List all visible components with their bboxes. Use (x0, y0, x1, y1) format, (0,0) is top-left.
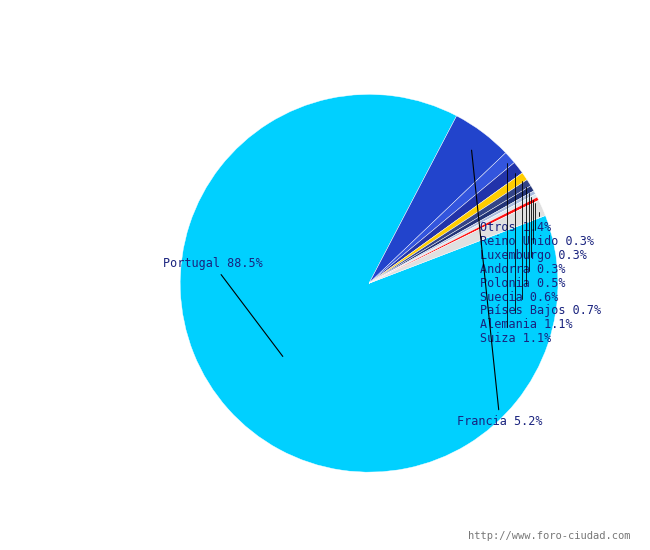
Wedge shape (369, 186, 534, 283)
Wedge shape (369, 200, 545, 283)
Wedge shape (369, 163, 523, 283)
Text: Reino Unido 0.3%: Reino Unido 0.3% (480, 203, 594, 248)
Wedge shape (369, 153, 514, 283)
Text: Suiza 1.1%: Suiza 1.1% (480, 163, 551, 345)
Wedge shape (369, 116, 506, 283)
Wedge shape (369, 180, 531, 283)
Wedge shape (369, 191, 536, 283)
Text: Otros 1.4%: Otros 1.4% (480, 212, 551, 234)
Text: Portugal 88.5%: Portugal 88.5% (162, 257, 283, 356)
Text: http://www.foro-ciudad.com: http://www.foro-ciudad.com (468, 531, 630, 541)
Text: Andorra 0.3%: Andorra 0.3% (480, 197, 566, 276)
Text: Polonia 0.5%: Polonia 0.5% (480, 193, 566, 290)
Text: Países Bajos 0.7%: Países Bajos 0.7% (480, 181, 601, 317)
Text: Luxemburgo 0.3%: Luxemburgo 0.3% (480, 200, 587, 262)
Text: Francia 5.2%: Francia 5.2% (457, 150, 543, 428)
Text: Oímbra - Turistas extranjeros según país - Abril de 2024: Oímbra - Turistas extranjeros según país… (70, 14, 580, 31)
Wedge shape (369, 173, 527, 283)
Wedge shape (180, 95, 558, 472)
Text: Alemania 1.1%: Alemania 1.1% (480, 173, 573, 331)
Text: Suecia 0.6%: Suecia 0.6% (480, 188, 558, 304)
Wedge shape (369, 194, 537, 283)
Wedge shape (369, 197, 539, 283)
